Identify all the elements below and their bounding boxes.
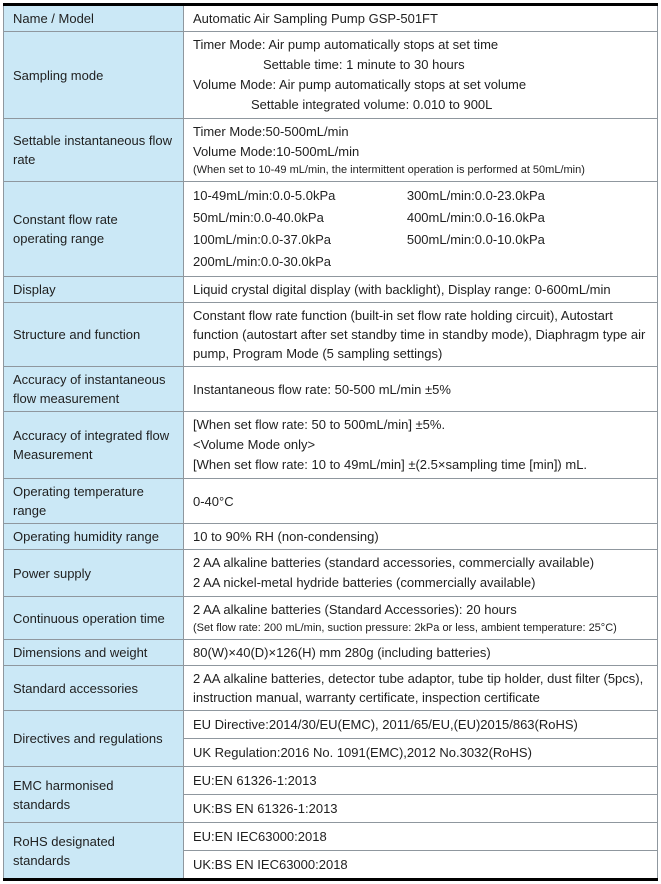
flow-range-columns: 10-49mL/min:0.0-5.0kPa 50mL/min:0.0-40.0… xyxy=(193,185,648,273)
row-label: Accuracy of integrated flow Measurement xyxy=(3,411,184,479)
table-row-operating-humidity: Operating humidity range 10 to 90% RH (n… xyxy=(3,523,658,550)
spec-value-uk: UK:BS EN IEC63000:2018 xyxy=(183,850,658,880)
row-label: Accuracy of instantaneous flow measureme… xyxy=(3,366,184,412)
spec-line: 2 AA alkaline batteries (Standard Access… xyxy=(193,602,517,617)
spec-value: Constant flow rate function (built-in se… xyxy=(183,302,658,367)
row-label: RoHS designated standards xyxy=(3,822,184,880)
spec-line: 500mL/min:0.0-10.0kPa xyxy=(406,232,545,247)
row-label: Name / Model xyxy=(3,4,184,32)
spec-value-eu: EU:EN 61326-1:2013 xyxy=(183,766,658,795)
spec-line: Settable time: 1 minute to 30 hours xyxy=(263,57,465,72)
spec-value: [When set flow rate: 50 to 500mL/min] ±5… xyxy=(183,411,658,479)
table-row-directives-eu: Directives and regulations EU Directive:… xyxy=(3,710,658,767)
row-label: Sampling mode xyxy=(3,31,184,119)
table-row-power-supply: Power supply 2 AA alkaline batteries (st… xyxy=(3,549,658,597)
spec-value: Automatic Air Sampling Pump GSP-501FT xyxy=(183,4,658,32)
spec-line: Timer Mode: Air pump automatically stops… xyxy=(193,37,499,52)
flow-range-col1: 10-49mL/min:0.0-5.0kPa 50mL/min:0.0-40.0… xyxy=(193,185,407,273)
row-label: Dimensions and weight xyxy=(3,639,184,666)
spec-line: 50mL/min:0.0-40.0kPa xyxy=(193,210,324,225)
spec-value: 80(W)×40(D)×126(H) mm 280g (including ba… xyxy=(183,639,658,666)
spec-value: 10 to 90% RH (non-condensing) xyxy=(183,523,658,550)
table-row-accuracy-instantaneous: Accuracy of instantaneous flow measureme… xyxy=(3,366,658,412)
table-row-continuous-operation: Continuous operation time 2 AA alkaline … xyxy=(3,596,658,640)
spec-value-uk: UK:BS EN 61326-1:2013 xyxy=(183,794,658,823)
table-row-sampling-mode: Sampling mode Timer Mode: Air pump autom… xyxy=(3,31,658,119)
spec-value: 0-40°C xyxy=(183,478,658,524)
row-label: Operating temperature range xyxy=(3,478,184,524)
table-row-display: Display Liquid crystal digital display (… xyxy=(3,276,658,303)
spec-note: (Set flow rate: 200 mL/min, suction pres… xyxy=(193,622,617,634)
spec-value: 2 AA alkaline batteries (Standard Access… xyxy=(183,596,658,640)
spec-line: Settable integrated volume: 0.010 to 900… xyxy=(251,97,493,112)
spec-line: 400mL/min:0.0-16.0kPa xyxy=(406,210,545,225)
spec-value: Liquid crystal digital display (with bac… xyxy=(183,276,658,303)
row-label: Continuous operation time xyxy=(3,596,184,640)
table-row-instantaneous-flow-rate: Settable instantaneous flow rate Timer M… xyxy=(3,118,658,182)
spec-value: Instantaneous flow rate: 50-500 mL/min ±… xyxy=(183,366,658,412)
spec-line: 100mL/min:0.0-37.0kPa xyxy=(193,232,332,247)
flow-range-col2: 300mL/min:0.0-23.0kPa 400mL/min:0.0-16.0… xyxy=(407,185,648,273)
table-row-name-model: Name / Model Automatic Air Sampling Pump… xyxy=(3,4,658,32)
spec-value-eu: EU Directive:2014/30/EU(EMC), 2011/65/EU… xyxy=(183,710,658,739)
spec-line: Volume Mode:10-500mL/min xyxy=(193,144,360,159)
spec-value: Timer Mode:50-500mL/min Volume Mode:10-5… xyxy=(183,118,658,182)
row-label: Operating humidity range xyxy=(3,523,184,550)
row-label: Standard accessories xyxy=(3,665,184,711)
row-label: Structure and function xyxy=(3,302,184,367)
row-label: Constant flow rate operating range xyxy=(3,181,184,277)
spec-value: 10-49mL/min:0.0-5.0kPa 50mL/min:0.0-40.0… xyxy=(183,181,658,277)
row-label: Power supply xyxy=(3,549,184,597)
spec-line: Timer Mode:50-500mL/min xyxy=(193,124,349,139)
row-label: Settable instantaneous flow rate xyxy=(3,118,184,182)
spec-value: 2 AA alkaline batteries, detector tube a… xyxy=(183,665,658,711)
spec-line: [When set flow rate: 10 to 49mL/min] ±(2… xyxy=(193,457,588,472)
table-row-constant-flow-range: Constant flow rate operating range 10-49… xyxy=(3,181,658,277)
spec-line: Volume Mode: Air pump automatically stop… xyxy=(193,77,527,92)
spec-line: 2 AA nickel-metal hydride batteries (com… xyxy=(193,575,536,590)
spec-value-eu: EU:EN IEC63000:2018 xyxy=(183,822,658,851)
row-label: Directives and regulations xyxy=(3,710,184,767)
spec-value: 2 AA alkaline batteries (standard access… xyxy=(183,549,658,597)
table-row-emc-eu: EMC harmonised standards EU:EN 61326-1:2… xyxy=(3,766,658,823)
spec-line: 200mL/min:0.0-30.0kPa xyxy=(193,254,332,269)
table-row-operating-temperature: Operating temperature range 0-40°C xyxy=(3,478,658,524)
spec-line: 2 AA alkaline batteries (standard access… xyxy=(193,555,595,570)
row-label: EMC harmonised standards xyxy=(3,766,184,823)
spec-value-uk: UK Regulation:2016 No. 1091(EMC),2012 No… xyxy=(183,738,658,767)
table-row-standard-accessories: Standard accessories 2 AA alkaline batte… xyxy=(3,665,658,711)
spec-line: 10-49mL/min:0.0-5.0kPa xyxy=(193,188,336,203)
table-row-dimensions-weight: Dimensions and weight 80(W)×40(D)×126(H)… xyxy=(3,639,658,666)
spec-table: Name / Model Automatic Air Sampling Pump… xyxy=(3,3,658,881)
spec-line: 300mL/min:0.0-23.0kPa xyxy=(406,188,545,203)
spec-note: (When set to 10-49 mL/min, the intermitt… xyxy=(193,164,585,176)
spec-line: <Volume Mode only> xyxy=(193,437,316,452)
table-row-rohs-eu: RoHS designated standards EU:EN IEC63000… xyxy=(3,822,658,880)
spec-line: [When set flow rate: 50 to 500mL/min] ±5… xyxy=(193,417,446,432)
table-row-accuracy-integrated: Accuracy of integrated flow Measurement … xyxy=(3,411,658,479)
spec-value: Timer Mode: Air pump automatically stops… xyxy=(183,31,658,119)
table-row-directives-uk: UK Regulation:2016 No. 1091(EMC),2012 No… xyxy=(4,738,658,767)
row-label: Display xyxy=(3,276,184,303)
table-row-structure-function: Structure and function Constant flow rat… xyxy=(3,302,658,367)
